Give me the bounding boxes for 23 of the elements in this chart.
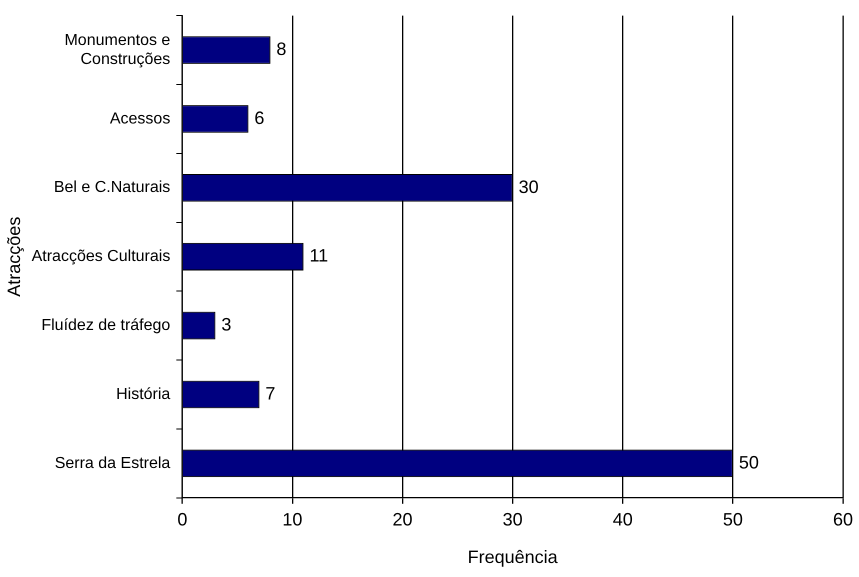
data-label: 50 bbox=[738, 452, 759, 472]
x-axis-title: Frequência bbox=[468, 547, 559, 568]
data-label: 7 bbox=[265, 383, 276, 404]
y-tick-label: Bel e C.Naturais bbox=[54, 179, 170, 196]
y-tick-label: História bbox=[116, 386, 170, 403]
data-label: 3 bbox=[221, 314, 232, 335]
x-tick-label: 0 bbox=[177, 510, 188, 530]
x-tick-label: 20 bbox=[392, 510, 413, 530]
data-label: 30 bbox=[518, 176, 539, 197]
data-label: 6 bbox=[254, 108, 264, 128]
x-tick-label: 10 bbox=[282, 510, 302, 530]
y-tick-label: Fluídez de tráfego bbox=[41, 316, 170, 334]
x-tick-label: 30 bbox=[502, 510, 523, 530]
y-tick-label: Acessos bbox=[110, 110, 170, 128]
x-tick-label: 50 bbox=[722, 510, 743, 530]
y-axis-title: Atracções bbox=[4, 216, 24, 297]
data-label: 11 bbox=[309, 246, 328, 266]
y-tick-label: Monumentos e Construções bbox=[64, 32, 170, 68]
x-tick-label: 60 bbox=[832, 510, 854, 530]
y-tick-label: Serra da Estrela bbox=[54, 454, 170, 472]
data-label: 8 bbox=[276, 39, 286, 60]
x-tick-label: 40 bbox=[612, 510, 633, 530]
y-tick-label: Atracções Culturais bbox=[32, 248, 170, 266]
